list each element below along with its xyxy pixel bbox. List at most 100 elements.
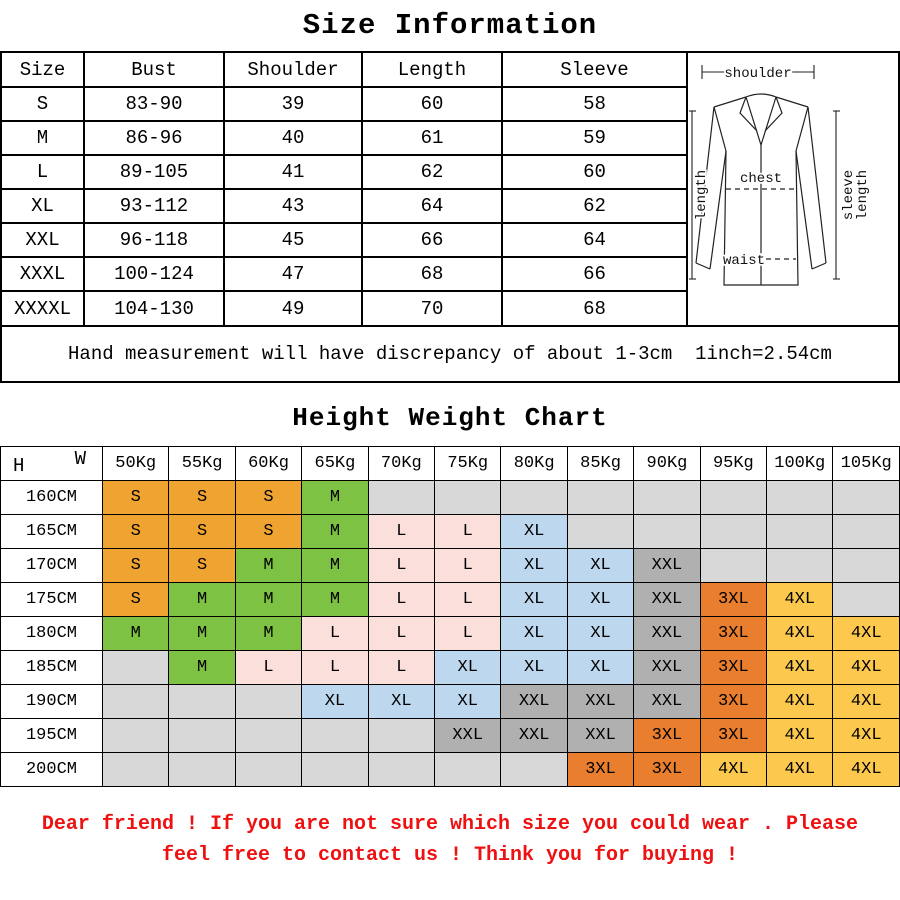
hw-size-cell: 3XL bbox=[699, 718, 768, 753]
hw-size-cell: 3XL bbox=[566, 752, 635, 787]
hw-size-cell: XXL bbox=[434, 718, 502, 753]
size-table-and-diagram: Size Bust Shoulder Length Sleeve S 83-90 39 60 5… bbox=[2, 53, 898, 325]
hw-weight-header: 70Kg bbox=[367, 446, 436, 481]
hw-size-cell: XXL bbox=[633, 548, 701, 583]
hw-size-cell: XL bbox=[500, 650, 568, 685]
hw-size-cell: M bbox=[168, 616, 236, 651]
hw-size-cell: M bbox=[234, 616, 303, 651]
hw-size-cell: S bbox=[234, 514, 303, 549]
size-table-row: XXXL 100-124 47 68 66 bbox=[2, 257, 688, 292]
hw-height-header: 170CM bbox=[0, 548, 103, 583]
corner-height-label: H bbox=[13, 455, 25, 477]
hw-weight-header: 90Kg bbox=[633, 446, 701, 481]
size-table-cell: XXXXL bbox=[2, 291, 85, 325]
hw-size-cell: L bbox=[367, 616, 436, 651]
hw-size-cell: M bbox=[234, 582, 303, 617]
hw-empty-cell bbox=[301, 718, 369, 753]
hw-size-cell: XXL bbox=[500, 718, 568, 753]
size-table-cell: 68 bbox=[362, 257, 503, 292]
hw-row: 180CM M M M L L L XL XL XXL 3XL 4XL 4XL bbox=[0, 616, 900, 651]
hw-height-header: 200CM bbox=[0, 752, 103, 787]
hw-empty-cell bbox=[766, 514, 834, 549]
diagram-labels: shoulder chest waist length sleeve lengt… bbox=[692, 64, 873, 271]
hw-size-cell: S bbox=[101, 514, 170, 549]
size-table-cell: 68 bbox=[502, 291, 688, 325]
hw-empty-cell bbox=[566, 480, 635, 515]
size-table-cell: XL bbox=[2, 189, 85, 224]
size-table-cell: 104-130 bbox=[84, 291, 225, 325]
size-table-cell: 64 bbox=[362, 189, 503, 224]
size-table-cell: L bbox=[2, 155, 85, 190]
height-weight-table: H W 50Kg 55Kg 60Kg 65Kg 70Kg 75Kg 80Kg 85Kg 90Kg… bbox=[0, 446, 900, 787]
hw-empty-cell bbox=[633, 514, 701, 549]
hw-size-cell: XL bbox=[500, 616, 568, 651]
hw-size-cell: XL bbox=[434, 650, 502, 685]
hw-size-cell: 4XL bbox=[832, 650, 900, 685]
size-table-cell: 96-118 bbox=[84, 223, 225, 258]
hw-empty-cell bbox=[234, 752, 303, 787]
footer-note: Dear friend ! If you are not sure which … bbox=[0, 809, 900, 871]
size-table-row: S 83-90 39 60 58 bbox=[2, 87, 688, 122]
hw-size-cell: L bbox=[434, 548, 502, 583]
hw-size-cell: 3XL bbox=[633, 718, 701, 753]
hw-weight-header: 60Kg bbox=[234, 446, 303, 481]
hw-empty-cell bbox=[699, 480, 768, 515]
hw-empty-cell bbox=[168, 718, 236, 753]
hw-size-cell: S bbox=[168, 480, 236, 515]
hw-empty-cell bbox=[832, 514, 900, 549]
hw-size-cell: L bbox=[234, 650, 303, 685]
size-table-header-row: Size Bust Shoulder Length Sleeve bbox=[2, 53, 688, 88]
hw-empty-cell bbox=[566, 514, 635, 549]
hw-row: 160CM S S S M bbox=[0, 480, 900, 515]
hw-row: 190CM XL XL XL XXL XXL XXL 3XL 4XL 4XL bbox=[0, 684, 900, 719]
size-table: Size Bust Shoulder Length Sleeve S 83-90 39 60 5… bbox=[2, 53, 688, 325]
size-table-cell: 86-96 bbox=[84, 121, 225, 156]
size-table-cell: 93-112 bbox=[84, 189, 225, 224]
hw-weight-header: 85Kg bbox=[566, 446, 635, 481]
hw-weight-header: 100Kg bbox=[766, 446, 834, 481]
chest-label: chest bbox=[740, 171, 782, 187]
hw-empty-cell bbox=[766, 548, 834, 583]
hw-empty-cell bbox=[500, 480, 568, 515]
hw-size-cell: M bbox=[301, 514, 369, 549]
hw-size-cell: 4XL bbox=[766, 616, 834, 651]
size-table-cell: 41 bbox=[224, 155, 363, 190]
size-table-column-header: Length bbox=[362, 53, 503, 88]
size-table-cell: 83-90 bbox=[84, 87, 225, 122]
hw-empty-cell bbox=[434, 480, 502, 515]
hw-header-row: H W 50Kg 55Kg 60Kg 65Kg 70Kg 75Kg 80Kg 85Kg 90Kg… bbox=[0, 446, 900, 481]
hw-empty-cell bbox=[101, 752, 170, 787]
hw-height-header: 185CM bbox=[0, 650, 103, 685]
hw-height-header: 190CM bbox=[0, 684, 103, 719]
shoulder-label: shoulder bbox=[724, 66, 791, 82]
size-table-column-header: Sleeve bbox=[502, 53, 688, 88]
size-table-cell: XXL bbox=[2, 223, 85, 258]
hw-size-cell: S bbox=[101, 480, 170, 515]
hw-empty-cell bbox=[832, 582, 900, 617]
hw-empty-cell bbox=[832, 480, 900, 515]
hw-size-cell: XXL bbox=[633, 616, 701, 651]
hw-size-cell: L bbox=[301, 616, 369, 651]
corner-weight-label: W bbox=[74, 448, 86, 470]
hw-empty-cell bbox=[766, 480, 834, 515]
hw-size-cell: 3XL bbox=[699, 582, 768, 617]
hw-size-cell: 4XL bbox=[832, 684, 900, 719]
size-table-cell: 89-105 bbox=[84, 155, 225, 190]
hw-size-cell: L bbox=[301, 650, 369, 685]
hw-size-cell: XL bbox=[367, 684, 436, 719]
sleeve-length-label-word1: sleeve bbox=[841, 170, 857, 220]
page-title: Size Information bbox=[302, 9, 598, 42]
hw-size-cell: L bbox=[367, 650, 436, 685]
hw-empty-cell bbox=[101, 684, 170, 719]
size-table-cell: 59 bbox=[502, 121, 688, 156]
size-table-cell: 62 bbox=[502, 189, 688, 224]
hw-size-cell: 3XL bbox=[699, 684, 768, 719]
hw-weight-header: 95Kg bbox=[699, 446, 768, 481]
hw-empty-cell bbox=[832, 548, 900, 583]
size-table-row: M 86-96 40 61 59 bbox=[2, 121, 688, 156]
hw-row: 175CM S M M M L L XL XL XXL 3XL 4XL bbox=[0, 582, 900, 617]
hw-empty-cell bbox=[367, 752, 436, 787]
hw-height-header: 195CM bbox=[0, 718, 103, 753]
size-table-cell: 61 bbox=[362, 121, 503, 156]
